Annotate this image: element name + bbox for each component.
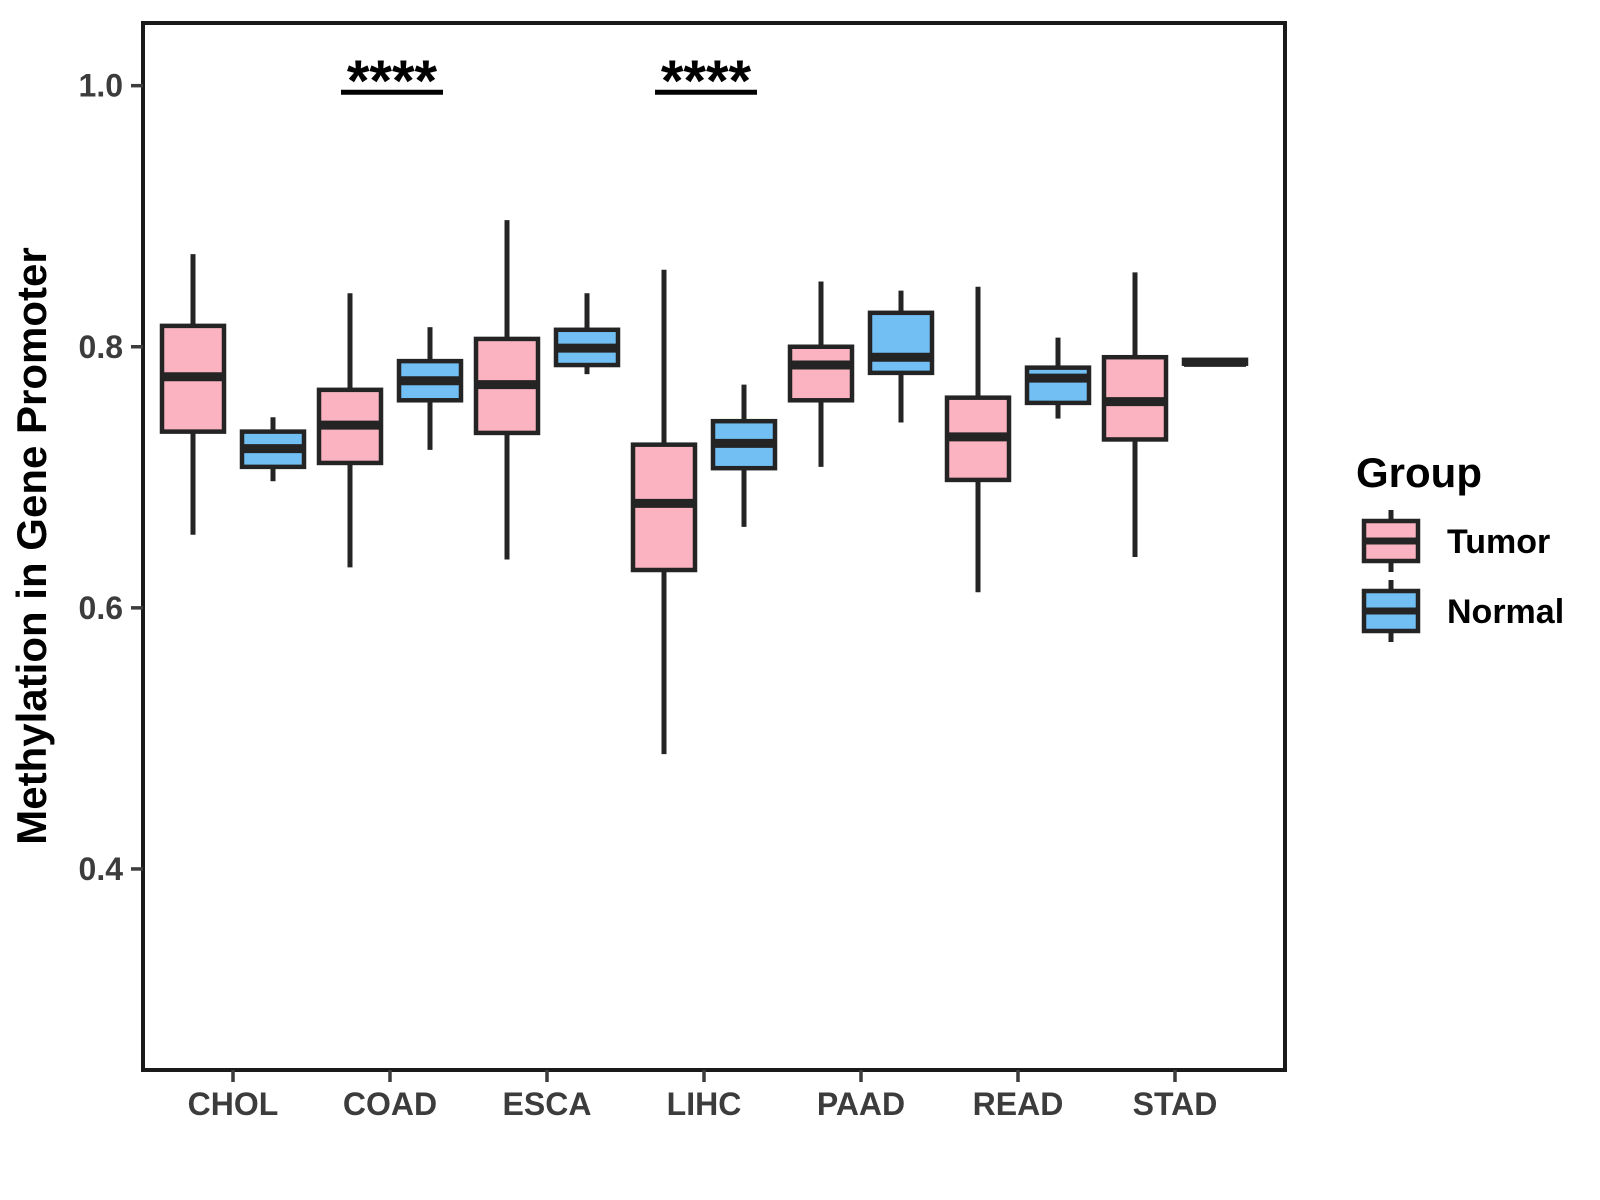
x-tick-label-stad: STAD bbox=[1133, 1086, 1218, 1122]
box-paad-normal bbox=[867, 290, 935, 423]
legend-entry-label: Tumor bbox=[1447, 523, 1550, 561]
box-read-tumor bbox=[944, 286, 1012, 593]
significance-stars: **** bbox=[661, 49, 752, 114]
legend-entry-normal: Normal bbox=[1361, 580, 1564, 642]
box-esca-tumor bbox=[473, 220, 541, 560]
legend-entry-tumor: Tumor bbox=[1361, 510, 1550, 572]
y-tick-label: 0.6 bbox=[79, 590, 123, 626]
x-tick-label-esca: ESCA bbox=[503, 1086, 592, 1122]
x-tick-label-lihc: LIHC bbox=[667, 1086, 742, 1122]
legend: Group Tumor Normal bbox=[1356, 449, 1564, 642]
y-tick-label: 0.8 bbox=[79, 329, 123, 365]
box-chol-tumor bbox=[159, 254, 227, 535]
box-stad-tumor bbox=[1101, 272, 1169, 557]
significance-stars: **** bbox=[347, 49, 438, 114]
significance-annotation-coad: **** bbox=[341, 49, 443, 114]
legend-entry-label: Normal bbox=[1447, 593, 1564, 631]
box-coad-normal bbox=[396, 327, 464, 450]
iqr-box bbox=[787, 344, 855, 403]
box-esca-normal bbox=[553, 293, 621, 375]
y-tick-label: 1.0 bbox=[79, 68, 123, 104]
x-tick-label-read: READ bbox=[973, 1086, 1064, 1122]
iqr-box bbox=[867, 310, 935, 376]
x-tick-label-coad: COAD bbox=[343, 1086, 437, 1122]
legend-title: Group bbox=[1356, 449, 1482, 496]
box-lihc-tumor bbox=[630, 269, 698, 755]
panel-border bbox=[141, 21, 1287, 1072]
significance-annotation-lihc: **** bbox=[655, 49, 757, 114]
box-paad-tumor bbox=[787, 281, 855, 467]
box-lihc-normal bbox=[710, 384, 778, 527]
box-stad-normal bbox=[1181, 357, 1249, 367]
y-tick-label: 0.4 bbox=[79, 851, 124, 887]
box-chol-normal bbox=[239, 417, 307, 482]
iqr-box bbox=[1024, 365, 1092, 406]
x-tick-label-paad: PAAD bbox=[817, 1086, 905, 1122]
box-coad-tumor bbox=[316, 293, 384, 568]
x-tick-label-chol: CHOL bbox=[188, 1086, 279, 1122]
y-axis-title: Methylation in Gene Promoter bbox=[8, 247, 55, 844]
box-read-normal bbox=[1024, 337, 1092, 419]
